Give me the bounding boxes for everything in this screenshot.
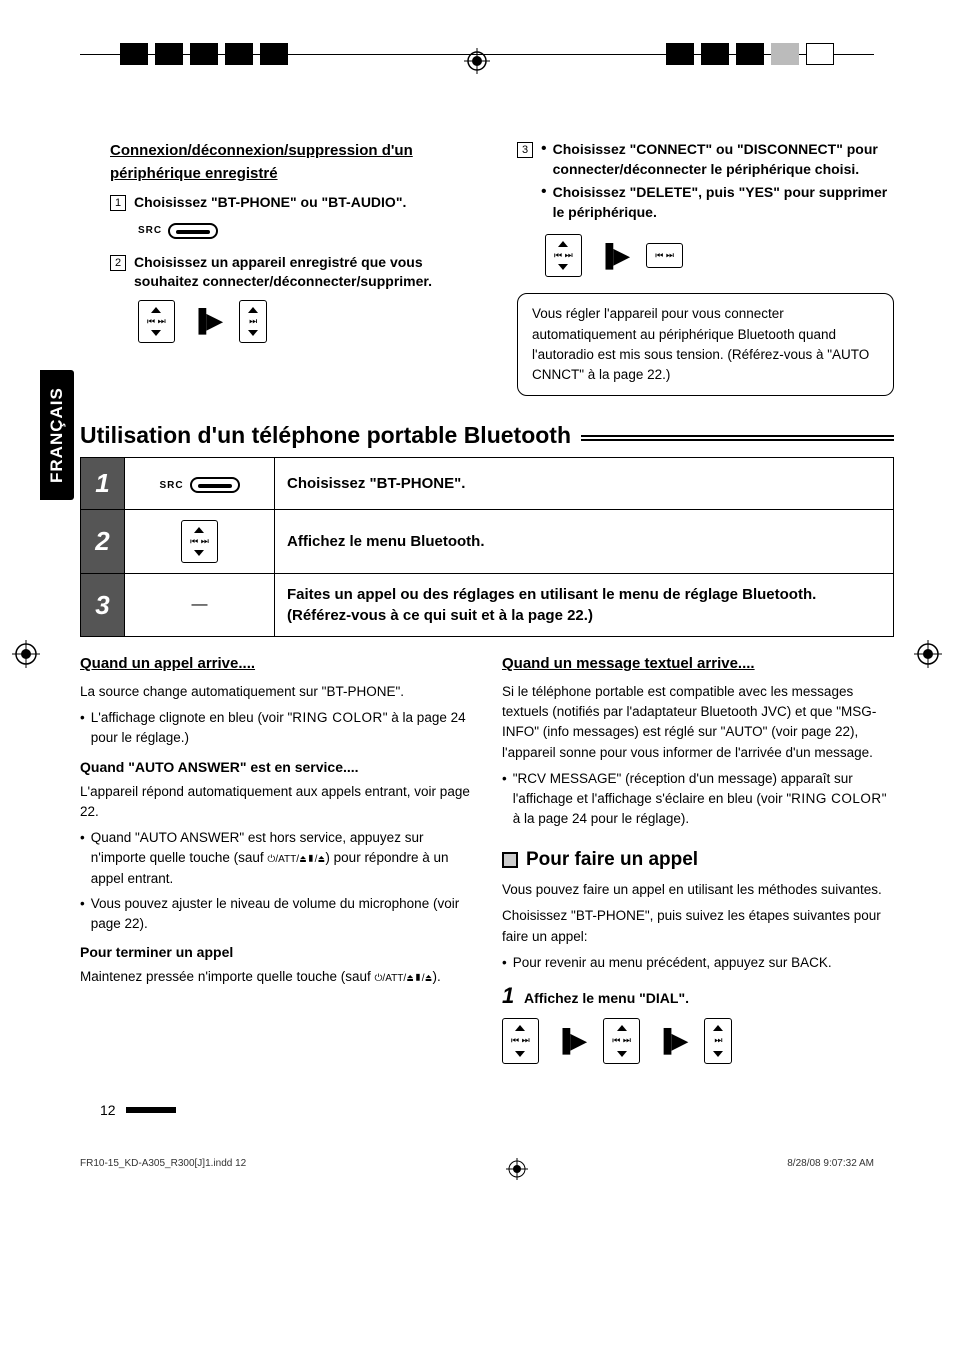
page-number: 12 bbox=[92, 1102, 894, 1118]
table-row: 2 ⏮ ⏭ Affichez le menu Bluetooth. bbox=[81, 510, 894, 574]
body-text: L'appareil répond automatiquement aux ap… bbox=[80, 782, 472, 823]
arrow-right-icon: ▐▶ bbox=[598, 245, 631, 267]
step-text: Choisissez "CONNECT" ou "DISCONNECT" pou… bbox=[553, 140, 894, 179]
body-text: Vous pouvez faire un appel en utilisant … bbox=[502, 880, 894, 900]
step-desc: Affichez le menu Bluetooth. bbox=[275, 510, 894, 574]
step-icon-cell: ⏮ ⏭ bbox=[125, 510, 275, 574]
control-graphic: ⏮ ⏭ ▐▶ ⏭ bbox=[138, 300, 487, 343]
arrow-right-icon: ▐▶ bbox=[555, 1030, 588, 1052]
registration-marks-top bbox=[60, 40, 894, 70]
step-number: 2 bbox=[110, 255, 126, 271]
subsection-heading: Quand un appel arrive.... bbox=[80, 653, 472, 676]
list-item: L'affichage clignote en bleu (voir "RING… bbox=[80, 708, 472, 749]
footer-left: FR10-15_KD-A305_R300[J]1.indd 12 bbox=[80, 1158, 246, 1180]
list-item: "RCV MESSAGE" (réception d'un message) a… bbox=[502, 769, 894, 830]
list-item: Quand "AUTO ANSWER" est hors service, ap… bbox=[80, 828, 472, 889]
crosshair-icon bbox=[464, 48, 490, 79]
src-button-graphic: SRC bbox=[138, 223, 218, 239]
step-icon-cell: — bbox=[125, 574, 275, 637]
section-heading: Pour faire un appel bbox=[526, 846, 698, 875]
step-number-cell: 2 bbox=[81, 510, 125, 574]
steps-table: 1 SRC Choisissez "BT-PHONE". 2 ⏮ ⏭ Affic… bbox=[80, 457, 894, 637]
step-number: 3 bbox=[517, 142, 533, 158]
control-graphic: ⏮ ⏭ ▐▶ ⏮ ⏭ ▐▶ ⏭ bbox=[502, 1018, 894, 1064]
arrow-right-icon: ▐▶ bbox=[191, 310, 224, 332]
table-row: 3 — Faites un appel ou des réglages en u… bbox=[81, 574, 894, 637]
step-number: 1 bbox=[502, 983, 514, 1008]
step-text: Affichez le menu "DIAL". bbox=[524, 990, 689, 1006]
crosshair-icon bbox=[914, 640, 942, 668]
main-heading: Utilisation d'un téléphone portable Blue… bbox=[80, 422, 571, 449]
table-row: 1 SRC Choisissez "BT-PHONE". bbox=[81, 458, 894, 510]
heading-rule bbox=[581, 435, 894, 441]
step-desc: Choisissez "BT-PHONE". bbox=[275, 458, 894, 510]
step-desc: Faites un appel ou des réglages en utili… bbox=[275, 574, 894, 637]
step-text: Choisissez "DELETE", puis "YES" pour sup… bbox=[553, 183, 894, 222]
list-item: Vous pouvez ajuster le niveau de volume … bbox=[80, 894, 472, 935]
crosshair-icon bbox=[506, 1158, 528, 1180]
sub-heading: Pour terminer un appel bbox=[80, 942, 472, 963]
step-text: Choisissez "BT-PHONE" ou "BT-AUDIO". bbox=[134, 193, 406, 213]
body-text: Si le téléphone portable est compatible … bbox=[502, 682, 894, 763]
note-box: Vous régler l'appareil pour vous connect… bbox=[517, 293, 894, 396]
control-graphic: ⏮ ⏭ ▐▶ ⏮ ⏭ bbox=[545, 234, 894, 277]
body-text: Choisissez "BT-PHONE", puis suivez les é… bbox=[502, 906, 894, 947]
sub-heading: Quand "AUTO ANSWER" est en service.... bbox=[80, 757, 472, 778]
step-icon-cell: SRC bbox=[125, 458, 275, 510]
arrow-right-icon: ▐▶ bbox=[656, 1030, 689, 1052]
footer-right: 8/28/08 9:07:32 AM bbox=[787, 1158, 874, 1180]
section-heading: Connexion/déconnexion/suppression d'un p… bbox=[110, 140, 487, 185]
step-number-cell: 1 bbox=[81, 458, 125, 510]
step-number-cell: 3 bbox=[81, 574, 125, 637]
section-marker-icon bbox=[502, 852, 518, 868]
list-item: Pour revenir au menu précédent, appuyez … bbox=[502, 953, 894, 973]
body-text: Maintenez pressée n'importe quelle touch… bbox=[80, 967, 472, 987]
step-text: Choisissez un appareil enregistré que vo… bbox=[134, 253, 487, 292]
body-text: La source change automatiquement sur "BT… bbox=[80, 682, 472, 702]
crosshair-icon bbox=[12, 640, 40, 668]
language-tab: FRANÇAIS bbox=[40, 370, 74, 500]
step-number: 1 bbox=[110, 195, 126, 211]
footer: FR10-15_KD-A305_R300[J]1.indd 12 8/28/08… bbox=[60, 1158, 894, 1180]
subsection-heading: Quand un message textuel arrive.... bbox=[502, 653, 894, 676]
